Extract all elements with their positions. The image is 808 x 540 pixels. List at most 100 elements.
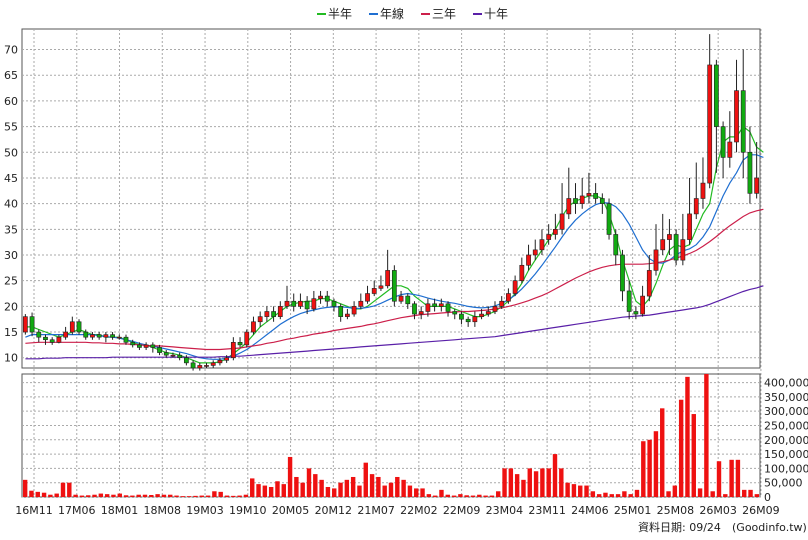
x-tick-label: 19M10 [229, 504, 267, 517]
source-label: (Goodinfo.tw) [732, 521, 807, 534]
x-tick-label: 25M01 [614, 504, 652, 517]
candle-body [660, 239, 666, 251]
volume-bar [571, 484, 577, 497]
candle-body [552, 229, 558, 235]
candle-body [365, 293, 370, 302]
candle-body [150, 344, 156, 348]
x-tick-label: 23M04 [486, 504, 524, 517]
candle [230, 337, 236, 361]
candle [552, 213, 558, 240]
candle-body [539, 239, 545, 251]
volume-bar [508, 468, 514, 497]
candle [680, 213, 686, 266]
candle-body [593, 193, 599, 199]
candle-body [532, 249, 538, 256]
candle-body [157, 347, 162, 353]
candle-body [626, 290, 632, 312]
candle-body [324, 295, 330, 302]
candle-body [606, 203, 612, 235]
volume-bar [306, 468, 312, 497]
candle-body [613, 234, 619, 256]
volume-bar [250, 478, 255, 497]
volume-bar [338, 482, 343, 497]
price-tick-label: 45 [4, 172, 18, 185]
price-panel: 10 15 20 25 30 35 40 45 50 55 60 65 70 [4, 28, 764, 497]
x-tick-label: 26M09 [742, 504, 780, 517]
volume-tick-label: 100,000 [764, 462, 808, 475]
legend-label-2: 三年 [432, 7, 456, 21]
price-tick-label: 25 [4, 275, 18, 288]
x-tick-label: 16M11 [15, 504, 53, 517]
volume-bar [186, 496, 192, 497]
candle [512, 275, 518, 297]
volume-bar [489, 495, 495, 497]
candle-body [526, 254, 531, 266]
x-tick-label: 18M01 [101, 504, 139, 517]
candle [398, 290, 404, 304]
candle [83, 329, 89, 340]
candle-body [177, 354, 183, 359]
candle [640, 285, 645, 317]
candle-body [687, 213, 692, 240]
x-tick-label: 24M06 [571, 504, 609, 517]
candle-body [110, 334, 115, 338]
volume-bar [710, 491, 715, 497]
volume-bar [514, 474, 520, 497]
candle [277, 301, 283, 320]
legend-label-3: 十年 [484, 7, 508, 21]
candle-body [506, 293, 511, 302]
candle [183, 355, 189, 366]
candle-body [29, 316, 35, 333]
volume-bar [275, 481, 280, 497]
candle [700, 157, 706, 209]
volume-bar [29, 490, 34, 497]
volume-bar [92, 494, 97, 497]
volume-bar [716, 461, 722, 497]
candle [405, 293, 411, 309]
volume-bar [723, 494, 728, 497]
candle-body [378, 285, 384, 289]
candle-body [492, 306, 498, 312]
volume-bar [596, 494, 602, 497]
volume-tick-label: 250,000 [764, 419, 808, 432]
volume-bar [262, 485, 268, 497]
volume-bar [540, 468, 545, 497]
candle-body [425, 303, 431, 312]
candle [103, 332, 109, 343]
volume-bar [678, 399, 684, 497]
candle-body [599, 198, 605, 204]
volume-bar [22, 479, 28, 497]
candle-body [680, 239, 686, 261]
volume-bar [590, 491, 596, 497]
price-tick-label: 35 [4, 223, 18, 236]
candle [90, 332, 95, 340]
candle [150, 342, 156, 353]
candle-body [277, 306, 283, 317]
volume-bar [653, 431, 659, 497]
candle-body [22, 316, 28, 333]
price-tick-label: 60 [4, 95, 18, 108]
candle [365, 285, 370, 304]
volume-bar [350, 476, 356, 497]
candle [76, 319, 82, 335]
candle-body [83, 331, 89, 338]
candle-body [197, 365, 203, 369]
volume-bar [660, 408, 665, 497]
volume-bar [559, 468, 564, 497]
candle [345, 308, 350, 320]
candle [324, 290, 330, 307]
volume-bar [363, 462, 368, 497]
volume-bar [268, 486, 274, 497]
candle-body [237, 342, 243, 346]
x-tick-label: 22M02 [400, 504, 438, 517]
candle-body [479, 313, 484, 317]
date-label: 資料日期: 09/24 [638, 520, 721, 534]
volume-bar [609, 494, 614, 497]
candle-body [714, 64, 719, 127]
candle [506, 288, 511, 304]
candle-body [499, 300, 505, 307]
candle [606, 198, 612, 240]
candle [157, 344, 162, 356]
volume-bar [742, 489, 747, 497]
volume-bar [401, 479, 406, 497]
